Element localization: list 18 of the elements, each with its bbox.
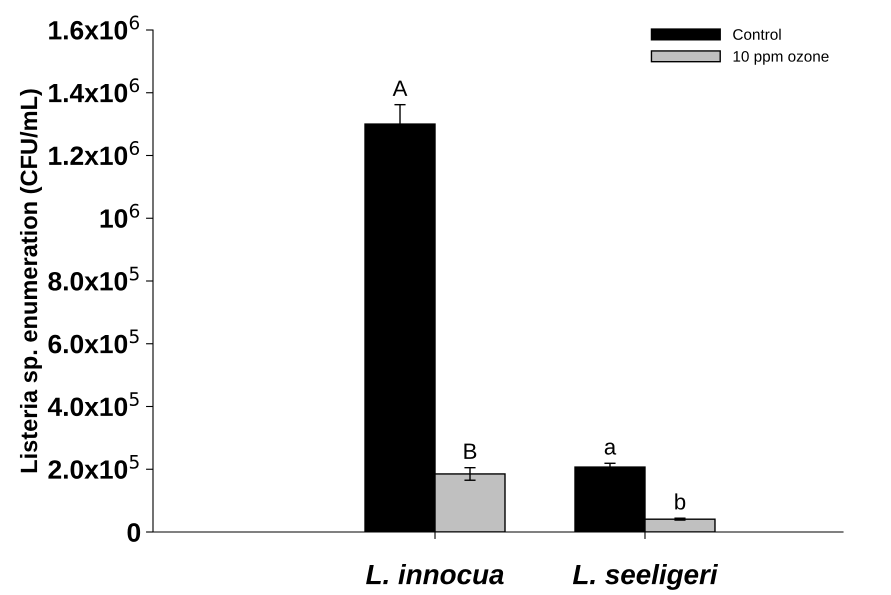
annotation: A	[392, 80, 408, 96]
y-tick-label: 8.0x10$^{5}$	[48, 266, 139, 291]
y-tick-label: 4.0x10$^{5}$	[48, 392, 139, 416]
y-axis-title: Listeria sp. enumeration (CFU/mL)	[20, 89, 42, 472]
y-tick-label: 10$^{6}$	[100, 204, 140, 228]
y-tick-label: 2.0x10$^{5}$	[48, 455, 139, 479]
x-tick-label: L. innocua	[366, 564, 504, 584]
y-tick-label: 6.0x10$^{5}$	[48, 330, 139, 354]
annotation: a	[604, 442, 616, 455]
annotation: B	[464, 444, 476, 459]
y-tick-label: 1.6x10$^{6}$	[49, 16, 140, 40]
y-tick-label: 1.2x10$^{6}$	[49, 141, 140, 166]
annotation: b	[675, 493, 686, 510]
legend-label: Control	[733, 28, 781, 40]
legend-label: 10 ppm ozone	[734, 50, 829, 65]
y-tick-label: 1.4x10$^{6}$	[49, 78, 140, 102]
y-tick-label: 0	[128, 523, 140, 542]
x-tick-label: L. seeligeri	[572, 564, 718, 590]
